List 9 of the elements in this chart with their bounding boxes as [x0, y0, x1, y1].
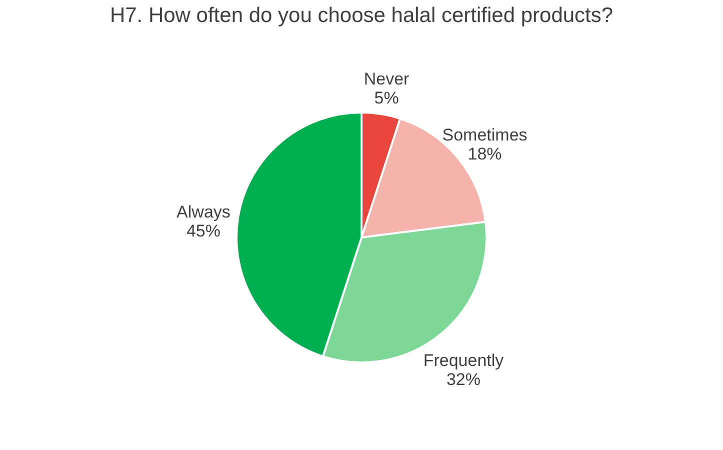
slice-label: Never — [364, 69, 410, 88]
data-label: 18% — [468, 144, 502, 164]
slice-label: Always — [176, 202, 230, 222]
slice-label: Frequently — [423, 350, 504, 370]
slice-label: Sometimes — [442, 126, 528, 145]
data-label: 45% — [186, 221, 220, 240]
data-label: 32% — [446, 370, 481, 389]
data-label: 5% — [374, 88, 399, 108]
chart-title: H7. How often do you choose halal certified products? — [110, 4, 614, 27]
